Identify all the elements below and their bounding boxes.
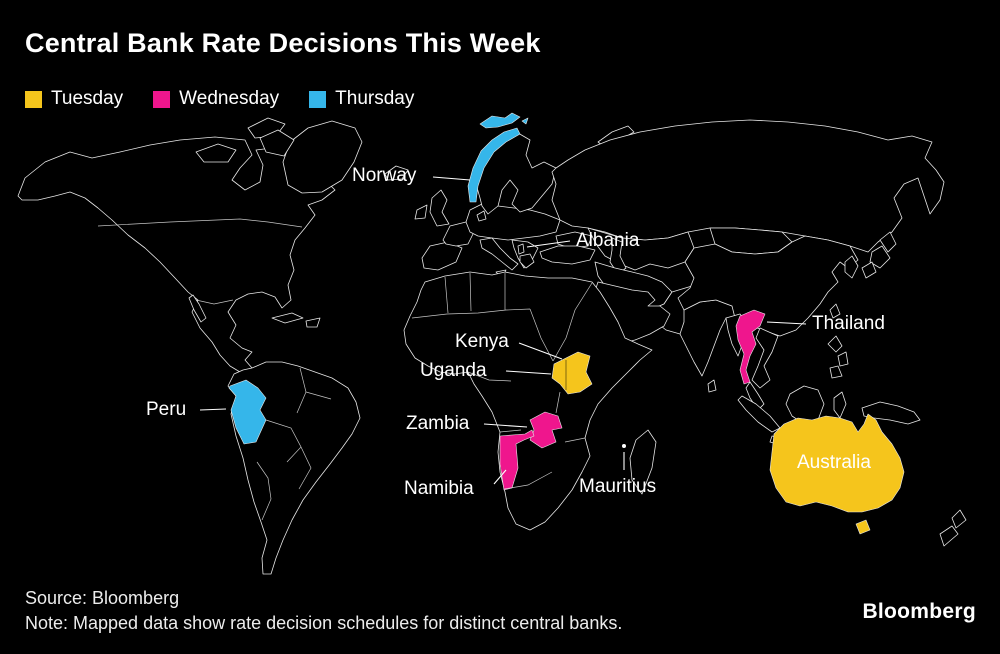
map-label-peru: Peru xyxy=(146,399,187,420)
map-label-thailand: Thailand xyxy=(812,313,885,334)
island-japan-north xyxy=(879,231,897,253)
country-shape-france xyxy=(442,221,475,247)
footer: Source: Bloomberg Note: Mapped data show… xyxy=(25,586,622,636)
island-mauritius-dot xyxy=(622,444,626,448)
country-shape-turkey xyxy=(539,245,596,265)
island-iceland xyxy=(384,165,409,181)
legend: Tuesday Wednesday Thursday xyxy=(25,88,444,110)
map-label-namibia: Namibia xyxy=(404,478,474,499)
country-shape-baja xyxy=(188,294,207,323)
country-borders xyxy=(97,218,593,521)
island-sulawesi xyxy=(833,391,847,419)
legend-item-thursday: Thursday xyxy=(309,88,414,110)
country-shape-thailand xyxy=(735,309,766,385)
island-japan-honshu xyxy=(869,245,891,269)
island-sri-lanka xyxy=(707,379,717,393)
leader-kenya xyxy=(518,342,563,360)
country-shape-greece xyxy=(519,253,535,269)
map-label-australia: Australia xyxy=(797,452,871,473)
note-text: Note: Mapped data show rate decision sch… xyxy=(25,613,623,633)
map-label-uganda: Uganda xyxy=(420,360,487,381)
map-label-norway: Norway xyxy=(352,165,417,186)
black-sea xyxy=(555,231,593,249)
island-philippines-2 xyxy=(837,351,849,367)
island-taiwan xyxy=(829,303,841,319)
country-shape-china xyxy=(677,235,859,337)
map-label-albania: Albania xyxy=(576,230,640,251)
legend-item-tuesday: Tuesday xyxy=(25,88,123,110)
island-great-britain xyxy=(429,189,450,227)
legend-swatch-tuesday xyxy=(25,90,42,108)
country-shape-north-america xyxy=(17,136,336,373)
island-new-zealand-north xyxy=(951,509,967,529)
island-svalbard-2 xyxy=(521,117,529,125)
country-shape-italy xyxy=(479,237,519,271)
leader-peru xyxy=(199,408,227,411)
page-title: Central Bank Rate Decisions This Week xyxy=(25,28,541,58)
country-shape-albania xyxy=(517,243,525,255)
label-leader-lines xyxy=(199,176,807,485)
island-tasmania xyxy=(855,519,871,535)
map-label-zambia: Zambia xyxy=(406,413,470,434)
country-shape-kenya-uganda xyxy=(551,351,593,395)
country-shape-iberia xyxy=(421,241,463,271)
island-madagascar xyxy=(629,429,657,495)
country-shape-australia xyxy=(769,413,905,513)
legend-item-wednesday: Wednesday xyxy=(153,88,279,110)
map-label-mauritius: Mauritius xyxy=(579,476,657,497)
island-ireland xyxy=(414,204,428,220)
source-text: Source: Bloomberg xyxy=(25,588,180,608)
legend-label-thursday: Thursday xyxy=(335,88,415,109)
island-philippines-3 xyxy=(829,365,843,379)
legend-label-tuesday: Tuesday xyxy=(51,88,124,109)
country-shape-denmark xyxy=(476,210,487,222)
island-cuba xyxy=(271,312,304,324)
bloomberg-logo: Bloomberg xyxy=(862,600,976,623)
island-new-zealand-south xyxy=(939,525,959,547)
map-label-kenya: Kenya xyxy=(455,331,509,352)
legend-swatch-wednesday xyxy=(153,90,171,108)
leader-namibia xyxy=(493,469,507,485)
country-shape-indochina xyxy=(751,327,779,389)
leader-albania xyxy=(526,240,571,248)
country-shape-norway xyxy=(467,127,521,203)
country-shape-russia xyxy=(551,119,945,253)
island-sumatra xyxy=(737,395,781,433)
country-shape-peru xyxy=(228,379,267,445)
leader-uganda xyxy=(505,370,552,375)
leader-norway xyxy=(432,176,471,181)
country-shape-central-europe xyxy=(465,203,561,241)
island-baffin xyxy=(259,129,295,157)
island-japan-south xyxy=(861,261,877,279)
legend-swatch-thursday xyxy=(309,90,327,108)
island-philippines-1 xyxy=(827,335,843,353)
island-svalbard xyxy=(479,112,521,129)
country-shape-africa xyxy=(403,271,653,531)
leader-zambia xyxy=(483,423,528,428)
legend-label-wednesday: Wednesday xyxy=(179,88,280,109)
leader-thailand xyxy=(766,321,807,325)
country-shape-korea xyxy=(844,255,859,279)
country-shape-namibia xyxy=(499,429,535,491)
island-hispaniola xyxy=(305,317,321,328)
island-victoria xyxy=(195,143,237,163)
country-shape-greenland xyxy=(282,120,363,194)
